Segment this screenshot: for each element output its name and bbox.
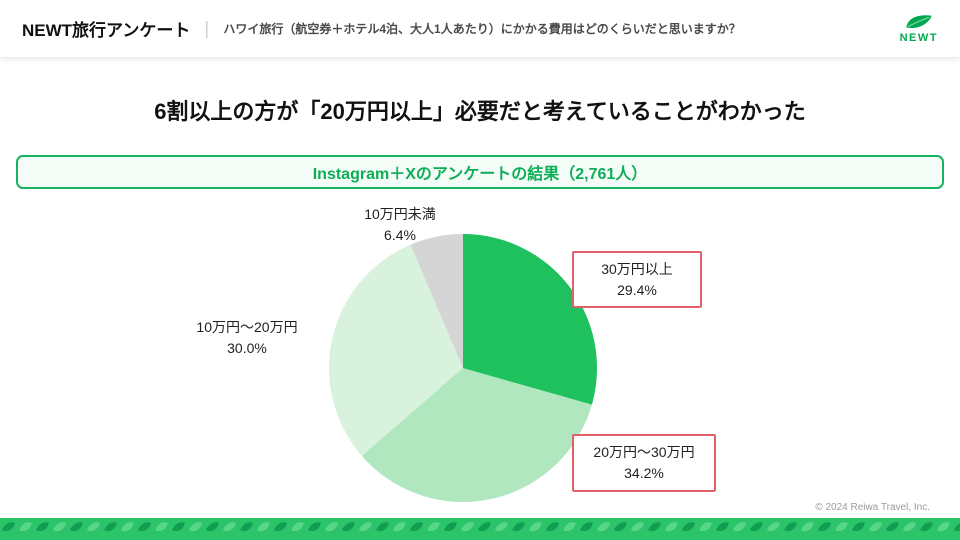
leaf-pattern-strip <box>0 518 960 540</box>
pie-label-over30-pct: 29.4% <box>617 281 657 298</box>
result-banner-text: Instagram＋Xのアンケートの結果（2,761人） <box>312 166 648 183</box>
pie-label-10to20: 10万円〜20万円 30.0% <box>167 317 327 359</box>
newt-logo: NEWT <box>900 13 938 44</box>
pie-chart <box>329 234 597 502</box>
result-banner: Instagram＋Xのアンケートの結果（2,761人） <box>16 155 944 189</box>
leaf-pattern-svg <box>0 518 960 540</box>
pie-label-over30-name: 30万円以上 <box>601 260 673 277</box>
survey-question: ハワイ旅行（航空券＋ホテル4泊、大人1人あたり）にかかる費用はどのくらいだと思い… <box>223 22 741 36</box>
pie-label-20to30-name: 20万円〜30万円 <box>593 444 695 460</box>
pie-label-over30-box: 30万円以上 29.4% <box>572 251 702 308</box>
newt-logo-text: NEWT <box>899 32 938 44</box>
survey-title: NEWT旅行アンケート <box>22 21 191 40</box>
pie-label-under10: 10万円未満 6.4% <box>320 204 480 246</box>
pie-label-under10-pct: 6.4% <box>384 227 416 243</box>
header-left: NEWT旅行アンケート ｜ ハワイ旅行（航空券＋ホテル4泊、大人1人あたり）にか… <box>22 16 741 41</box>
title-divider: ｜ <box>198 21 216 40</box>
pie-label-under10-name: 10万円未満 <box>364 206 436 222</box>
copyright: © 2024 Reiwa Travel, Inc. <box>815 502 930 513</box>
newt-leaf-icon <box>903 13 935 31</box>
pie-label-20to30-pct: 34.2% <box>624 465 664 481</box>
pie-label-10to20-pct: 30.0% <box>227 340 267 356</box>
pie-label-10to20-name: 10万円〜20万円 <box>196 319 298 335</box>
headline: 6割以上の方が「20万円以上」必要だと考えていることがわかった <box>154 99 806 124</box>
header-bar: NEWT旅行アンケート ｜ ハワイ旅行（航空券＋ホテル4泊、大人1人あたり）にか… <box>0 0 960 57</box>
pie-label-20to30-box: 20万円〜30万円 34.2% <box>572 434 716 492</box>
